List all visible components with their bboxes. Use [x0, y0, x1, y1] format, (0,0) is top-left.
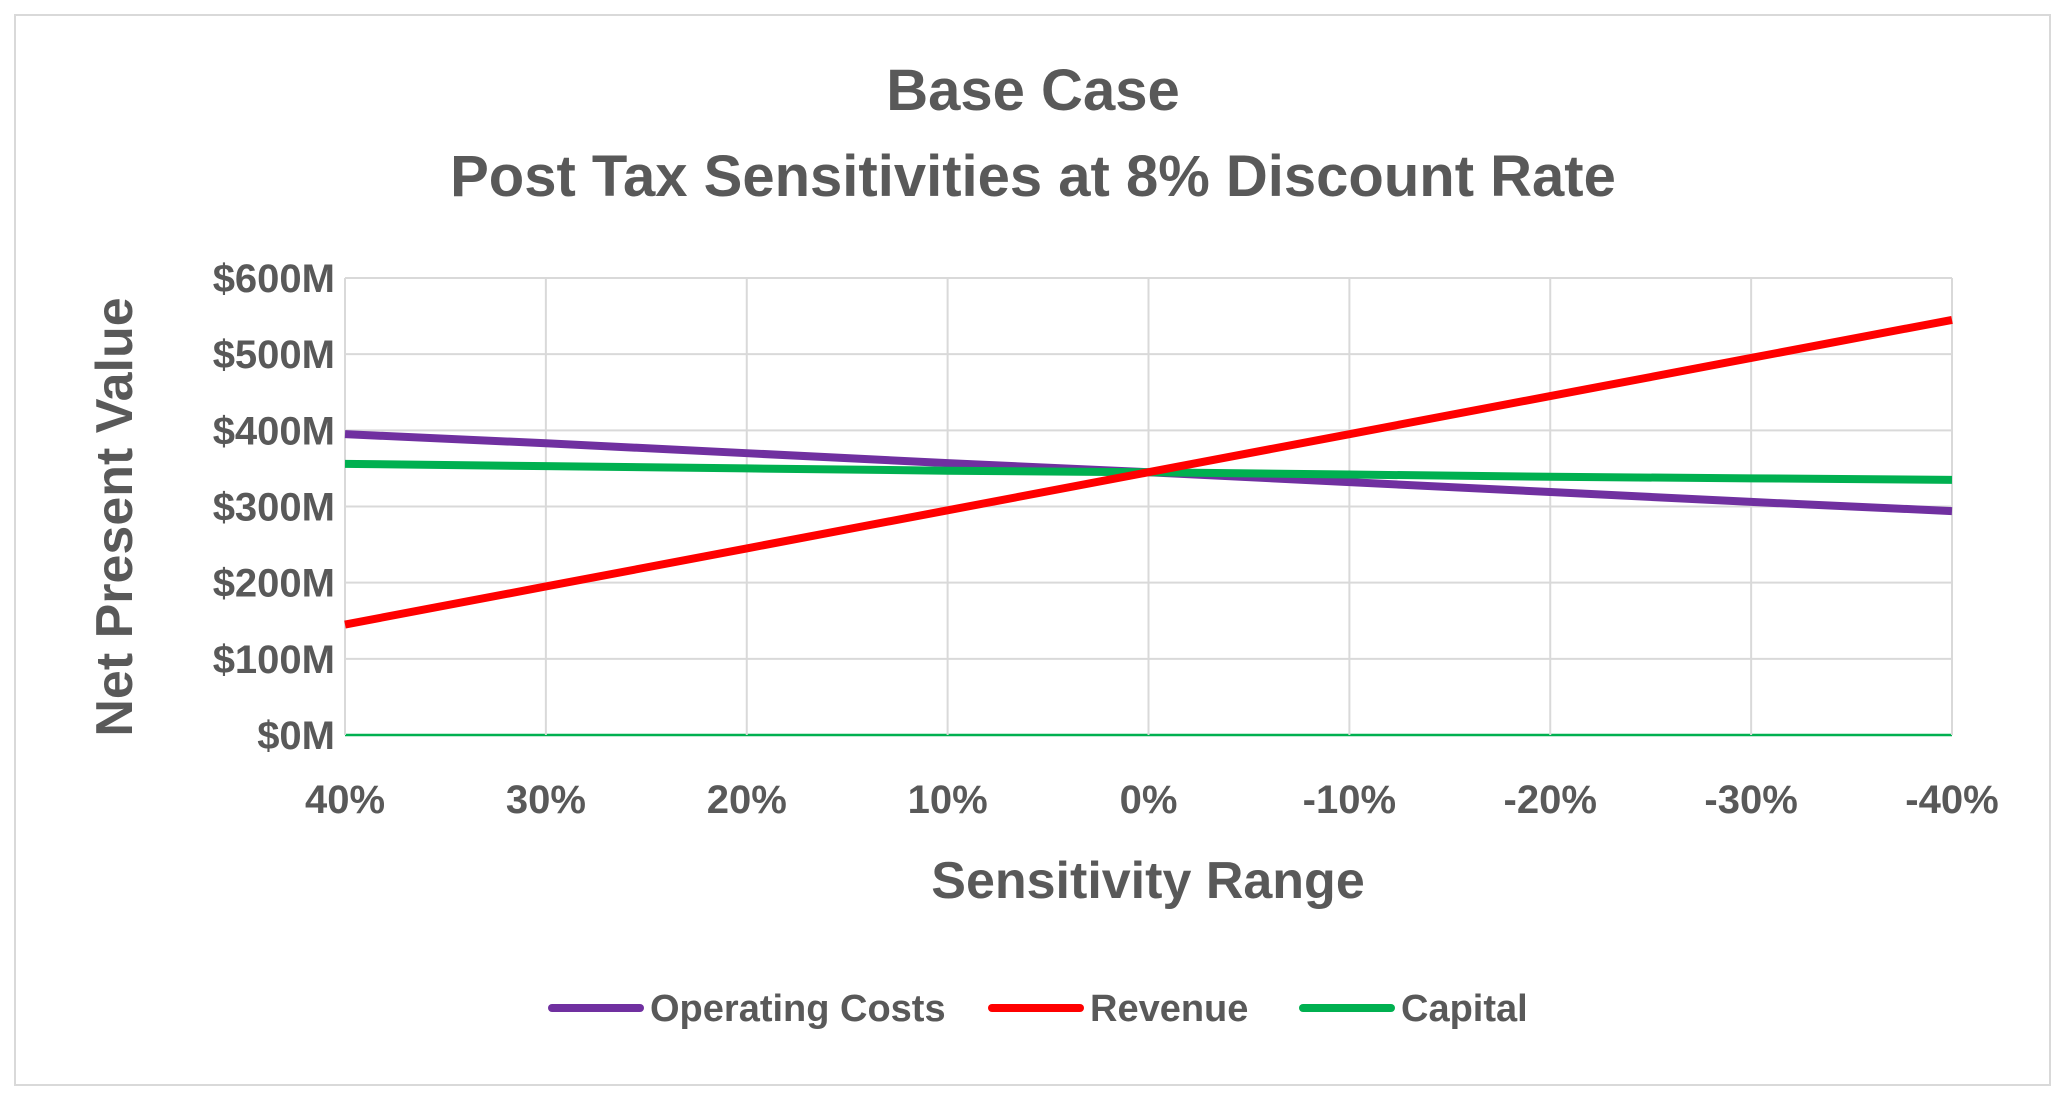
y-axis-title: Net Present Value — [86, 297, 144, 736]
x-tick-label: -30% — [1704, 778, 1797, 822]
legend: Operating Costs Revenue Capital — [548, 988, 1528, 1030]
y-tick-label: $600M — [213, 257, 335, 301]
y-tick-label: $100M — [213, 638, 335, 682]
y-tick-label: $300M — [213, 486, 335, 530]
legend-label-operating-costs: Operating Costs — [650, 988, 946, 1030]
y-tick-label: $400M — [213, 409, 335, 453]
x-tick-label: 20% — [707, 778, 787, 822]
legend-label-revenue: Revenue — [1090, 988, 1248, 1030]
y-tick-labels: $0M $100M $200M $300M $400M $500M $600M — [213, 257, 335, 758]
x-tick-label: 0% — [1120, 778, 1178, 822]
x-tick-label: -40% — [1905, 778, 1998, 822]
chart-subtitle: Post Tax Sensitivities at 8% Discount Ra… — [450, 144, 1616, 209]
x-tick-label: 30% — [506, 778, 586, 822]
x-tick-label: -20% — [1504, 778, 1597, 822]
y-tick-label: $500M — [213, 333, 335, 377]
chart-frame — [14, 14, 2051, 1086]
y-tick-label: $200M — [213, 562, 335, 606]
legend-label-capital: Capital — [1401, 988, 1528, 1030]
y-tick-label: $0M — [257, 714, 335, 758]
x-tick-label: 10% — [908, 778, 988, 822]
x-tick-label: 40% — [305, 778, 385, 822]
series-layer — [344, 315, 1953, 629]
chart-title: Base Case — [886, 58, 1179, 123]
grid-layer — [344, 277, 1953, 737]
series-line-revenue — [344, 315, 1953, 629]
x-axis-title: Sensitivity Range — [931, 852, 1364, 910]
x-tick-label: -10% — [1303, 778, 1396, 822]
x-tick-labels: 40% 30% 20% 10% 0% -10% -20% -30% -40% — [305, 778, 1999, 822]
